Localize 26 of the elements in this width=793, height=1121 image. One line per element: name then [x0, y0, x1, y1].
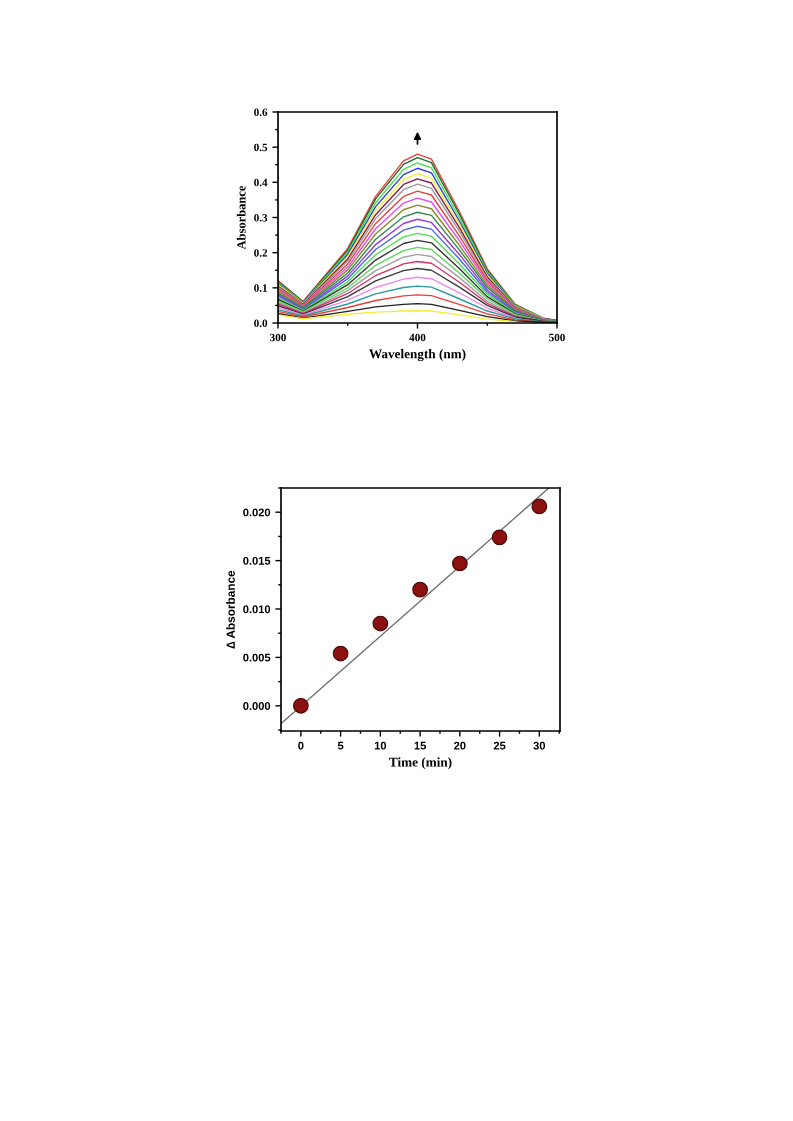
- y-tick-label: 0.015: [243, 556, 271, 565]
- y-tick-label: 0.005: [243, 653, 271, 662]
- x-axis-title: Wavelength (nm): [369, 349, 466, 362]
- y-tick-label: 0.010: [243, 605, 271, 614]
- x-tick-label: 5: [337, 741, 344, 750]
- y-tick-label: 0.4: [254, 178, 268, 187]
- x-tick-label: 0: [298, 741, 304, 750]
- y-tick-label: 0.020: [243, 508, 271, 517]
- y-tick-label: 0.0: [254, 319, 268, 328]
- y-tick-label: 0.6: [254, 108, 268, 117]
- x-tick-label: 30: [533, 741, 546, 750]
- x-tick-label: 15: [414, 741, 426, 750]
- y-tick-label: 0.1: [254, 284, 268, 292]
- y-tick-label: 0.5: [254, 143, 268, 152]
- y-axis-title: ∆ Absorbance: [226, 570, 235, 649]
- x-tick-label: 25: [493, 741, 506, 750]
- y-tick-label: 0.2: [254, 249, 268, 257]
- x-tick-label: 500: [549, 333, 565, 342]
- x-tick-label: 10: [374, 741, 387, 750]
- x-tick-label: 400: [409, 333, 426, 342]
- x-tick-label: 20: [454, 741, 466, 750]
- y-tick-label: 0.000: [243, 702, 271, 710]
- x-axis-title: Time (min): [389, 757, 452, 770]
- x-tick-label: 300: [270, 333, 286, 342]
- y-tick-label: 0.3: [254, 213, 268, 222]
- y-axis-title: Absorbance: [236, 185, 246, 250]
